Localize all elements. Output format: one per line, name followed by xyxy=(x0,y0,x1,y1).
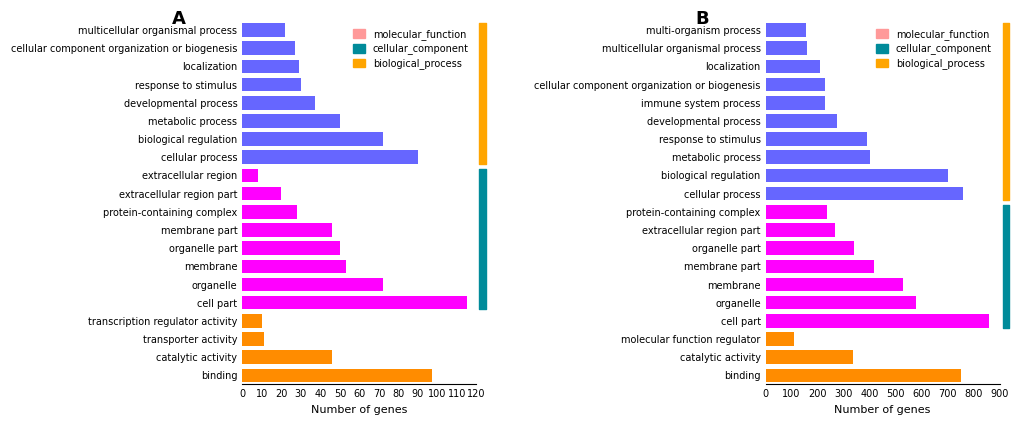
Bar xyxy=(765,314,988,328)
Bar xyxy=(243,132,382,146)
Bar xyxy=(765,132,866,146)
Bar xyxy=(243,314,262,328)
Text: A: A xyxy=(172,10,185,28)
Bar xyxy=(765,242,853,255)
Bar xyxy=(765,78,824,92)
X-axis label: Number of genes: Number of genes xyxy=(311,405,408,415)
Bar xyxy=(243,23,285,37)
Bar xyxy=(765,259,872,273)
Bar xyxy=(243,41,294,55)
Bar xyxy=(765,278,903,291)
Bar xyxy=(243,296,467,310)
Bar xyxy=(243,114,339,128)
Bar xyxy=(243,278,382,291)
Bar xyxy=(243,78,301,92)
Bar xyxy=(243,60,299,73)
Bar xyxy=(765,368,960,382)
Bar xyxy=(765,23,805,37)
Bar xyxy=(765,60,819,73)
Bar xyxy=(765,96,824,109)
X-axis label: Number of genes: Number of genes xyxy=(834,405,930,415)
Bar xyxy=(765,223,834,237)
Bar xyxy=(765,169,947,182)
Bar xyxy=(243,150,418,164)
Bar xyxy=(243,368,431,382)
Bar xyxy=(765,351,852,364)
Bar xyxy=(243,187,281,201)
Bar xyxy=(243,332,264,346)
Bar xyxy=(765,41,806,55)
Bar xyxy=(243,205,297,219)
Bar xyxy=(243,351,332,364)
Bar xyxy=(765,150,869,164)
Bar xyxy=(765,205,825,219)
Bar xyxy=(765,114,837,128)
Bar xyxy=(765,332,794,346)
Bar xyxy=(243,96,314,109)
Legend: molecular_function, cellular_component, biological_process: molecular_function, cellular_component, … xyxy=(350,26,471,72)
Bar xyxy=(765,187,962,201)
Bar xyxy=(243,242,339,255)
Text: B: B xyxy=(695,10,708,28)
Bar xyxy=(765,296,915,310)
Bar xyxy=(243,169,258,182)
Bar xyxy=(243,259,345,273)
Bar xyxy=(243,223,332,237)
Legend: molecular_function, cellular_component, biological_process: molecular_function, cellular_component, … xyxy=(872,26,994,72)
